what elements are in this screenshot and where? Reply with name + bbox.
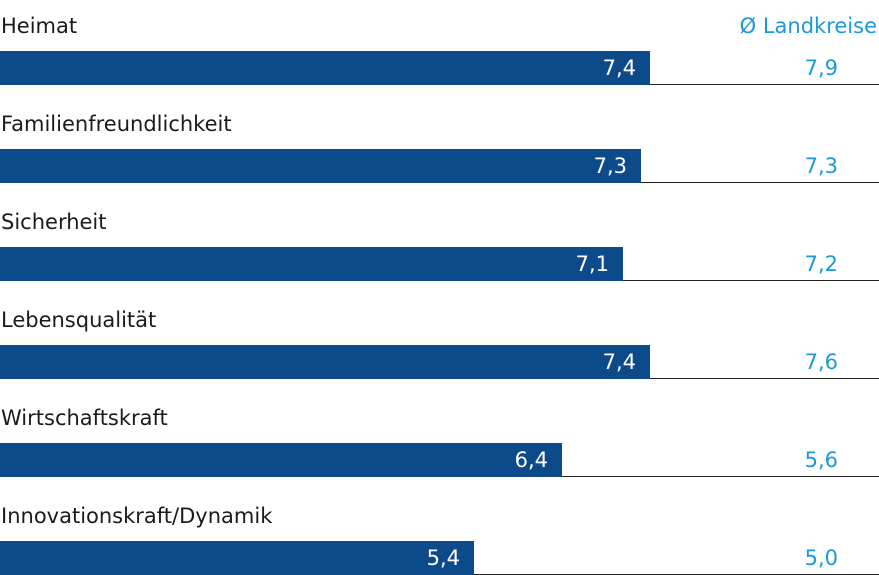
baseline [562,476,879,477]
baseline [650,378,879,379]
bar: 7,4 [0,51,650,85]
average-value-label: 7,6 [804,350,838,374]
chart-row: Familienfreundlichkeit 7,3 7,3 [0,98,879,196]
bar: 7,4 [0,345,650,379]
bar: 6,4 [0,443,562,477]
category-label: Wirtschaftskraft [1,406,168,430]
category-label: Lebensqualität [1,308,157,332]
category-label: Heimat [1,14,78,38]
chart-row: Innovationskraft/Dynamik 5,4 5,0 [0,490,879,575]
average-value-label: 7,3 [804,154,838,178]
baseline [650,84,879,85]
average-value-label: 7,2 [804,252,838,276]
baseline [641,182,879,183]
chart-row: Heimat 7,4 7,9 [0,0,879,98]
bar-value-label: 5,4 [426,546,460,570]
chart-row: Lebensqualität 7,4 7,6 [0,294,879,392]
category-label: Familienfreundlichkeit [1,112,232,136]
baseline [623,280,879,281]
average-value-label: 7,9 [804,56,838,80]
category-label: Sicherheit [1,210,107,234]
bar-value-label: 7,4 [602,56,636,80]
chart-row: Wirtschaftskraft 6,4 5,6 [0,392,879,490]
bar-value-label: 7,4 [602,350,636,374]
bar: 7,3 [0,149,641,183]
category-label: Innovationskraft/Dynamik [1,504,273,528]
bar-value-label: 7,1 [575,252,609,276]
legend: Ø Landkreise [739,14,877,38]
bar: 7,1 [0,247,623,281]
average-value-label: 5,6 [804,448,838,472]
bar-value-label: 7,3 [593,154,627,178]
chart-row: Sicherheit 7,1 7,2 [0,196,879,294]
bar-value-label: 6,4 [514,448,548,472]
average-value-label: 5,0 [804,546,838,570]
bar: 5,4 [0,541,474,575]
